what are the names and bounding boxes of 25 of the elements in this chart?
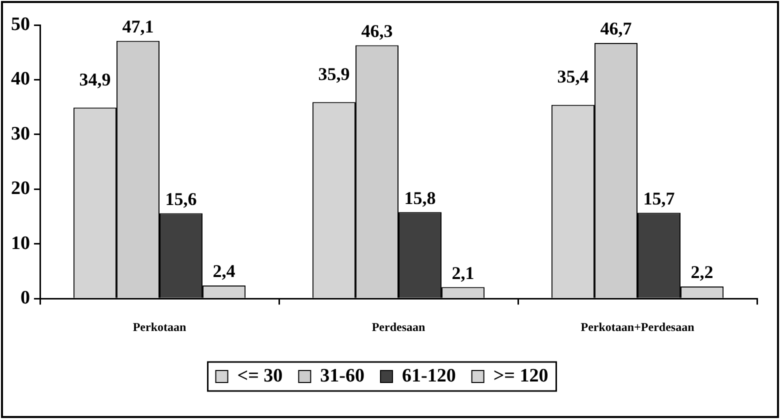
y-tick-label: 0	[20, 288, 30, 309]
data-label: 35,9	[318, 64, 350, 84]
legend-label: <= 30	[237, 365, 283, 386]
x-tick-label: Perkotaan+Perdesaan	[580, 320, 695, 334]
legend-label: 31-60	[320, 365, 364, 386]
data-label: 46,3	[361, 20, 393, 41]
legend-label: >= 120	[493, 365, 548, 386]
legend-label: 61-120	[402, 365, 456, 386]
data-label: 2,4	[212, 261, 236, 282]
data-label: 15,7	[643, 188, 675, 208]
data-label: 15,6	[165, 188, 197, 209]
data-label: 34,9	[79, 69, 111, 90]
data-label: 35,4	[557, 66, 589, 87]
data-label: 15,8	[404, 188, 436, 208]
data-label: 2,1	[452, 262, 474, 283]
data-label: 47,1	[122, 16, 154, 37]
y-tick-label: 20	[11, 178, 30, 200]
y-tick-label: 50	[11, 14, 30, 35]
y-tick-label: 40	[11, 68, 30, 90]
data-label: 2,2	[690, 262, 714, 282]
y-tick-label: 30	[11, 123, 30, 144]
data-label: 46,7	[600, 18, 632, 39]
x-tick-label: Perdesaan	[372, 320, 426, 334]
y-tick-label: 10	[11, 232, 30, 254]
x-tick-label: Perkotaan	[132, 320, 186, 334]
